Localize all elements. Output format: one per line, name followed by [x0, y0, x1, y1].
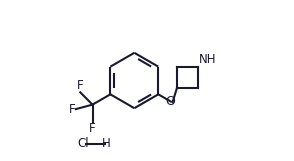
Text: F: F [89, 122, 96, 135]
Text: F: F [69, 103, 76, 116]
Text: NH: NH [198, 53, 216, 66]
Text: F: F [77, 79, 83, 92]
Text: H: H [102, 137, 111, 150]
Text: Cl: Cl [77, 137, 89, 150]
Text: O: O [166, 95, 176, 108]
